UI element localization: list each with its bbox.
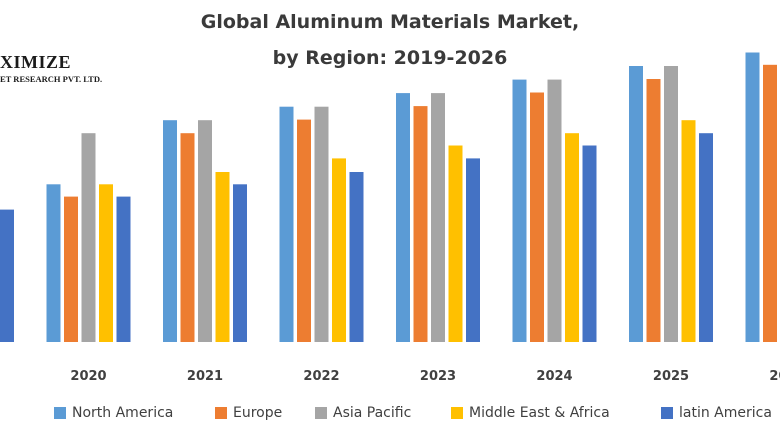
chart-legend: North America Europe Asia Pacific Middle… xyxy=(0,405,780,435)
bar-north-america-2025 xyxy=(629,66,643,342)
legend-swatch xyxy=(661,407,673,419)
bar-north-america-2022 xyxy=(279,106,294,342)
bar-middle-east-africa-2025 xyxy=(681,120,696,342)
legend-label: Middle East & Africa xyxy=(469,405,610,421)
x-tick-label: 2021 xyxy=(187,369,223,384)
bar-europe-2024 xyxy=(530,92,544,342)
bar-north-america-2023 xyxy=(396,93,410,342)
legend-label: Europe xyxy=(233,405,283,421)
bar-europe-2025 xyxy=(646,79,661,342)
legend-item-north-america: North America xyxy=(54,405,173,421)
bar-europe-2020 xyxy=(64,196,78,342)
legend-item-middle-east-africa: Middle East & Africa xyxy=(451,405,610,421)
bar-asia-pacific-2024 xyxy=(547,79,562,342)
logo-subtext: ET RESEARCH PVT. LTD. xyxy=(0,74,103,84)
x-tick-label: 2020 xyxy=(70,369,106,384)
legend-item-europe: Europe xyxy=(215,405,282,421)
legend-swatch xyxy=(451,407,463,419)
bar-latin-america-2019 xyxy=(0,209,14,342)
bar-asia-pacific-2021 xyxy=(198,120,212,342)
x-tick-label: 2022 xyxy=(303,369,339,384)
bar-latin-america-2021 xyxy=(233,184,247,342)
legend-swatch xyxy=(315,407,327,419)
legend-label: Asia Pacific xyxy=(333,405,412,421)
bar-north-america-2026 xyxy=(745,52,760,342)
bar-asia-pacific-2025 xyxy=(664,66,678,342)
bar-asia-pacific-2023 xyxy=(431,93,445,342)
bar-europe-2026 xyxy=(763,64,777,343)
bar-middle-east-africa-2020 xyxy=(99,184,113,342)
chart-subtitle: by Region: 2019-2026 xyxy=(272,47,508,69)
legend-label: North America xyxy=(72,405,174,421)
bar-latin-america-2024 xyxy=(582,145,597,342)
legend-swatch xyxy=(54,407,66,419)
legend-item-asia-pacific: Asia Pacific xyxy=(315,405,411,421)
bar-europe-2021 xyxy=(180,133,195,342)
bar-asia-pacific-2022 xyxy=(314,106,329,342)
bar-asia-pacific-2020 xyxy=(81,133,96,342)
legend-label: latin America xyxy=(679,405,772,421)
x-tick-label: 2025 xyxy=(653,369,689,384)
bar-latin-america-2023 xyxy=(466,158,480,342)
x-tick-label: 2024 xyxy=(536,369,572,384)
bar-north-america-2020 xyxy=(46,184,61,342)
bar-north-america-2024 xyxy=(512,79,527,342)
chart-title: Global Aluminum Materials Market, xyxy=(200,11,580,33)
x-tick-label: 2023 xyxy=(420,369,456,384)
bar-latin-america-2020 xyxy=(116,196,131,342)
legend-swatch xyxy=(215,407,227,419)
bar-middle-east-africa-2024 xyxy=(565,133,579,342)
x-tick-label: 2026 xyxy=(769,369,780,384)
bar-middle-east-africa-2021 xyxy=(215,172,230,342)
bar-europe-2023 xyxy=(413,106,428,342)
bar-latin-america-2025 xyxy=(699,133,713,342)
bar-latin-america-2022 xyxy=(349,172,364,342)
bar-middle-east-africa-2023 xyxy=(448,145,463,342)
legend-item-latin-america: latin America xyxy=(661,405,772,421)
logo-text: XIMIZE xyxy=(0,52,72,72)
bar-europe-2022 xyxy=(297,119,311,342)
bar-north-america-2021 xyxy=(163,120,177,342)
bar-middle-east-africa-2022 xyxy=(332,158,346,342)
